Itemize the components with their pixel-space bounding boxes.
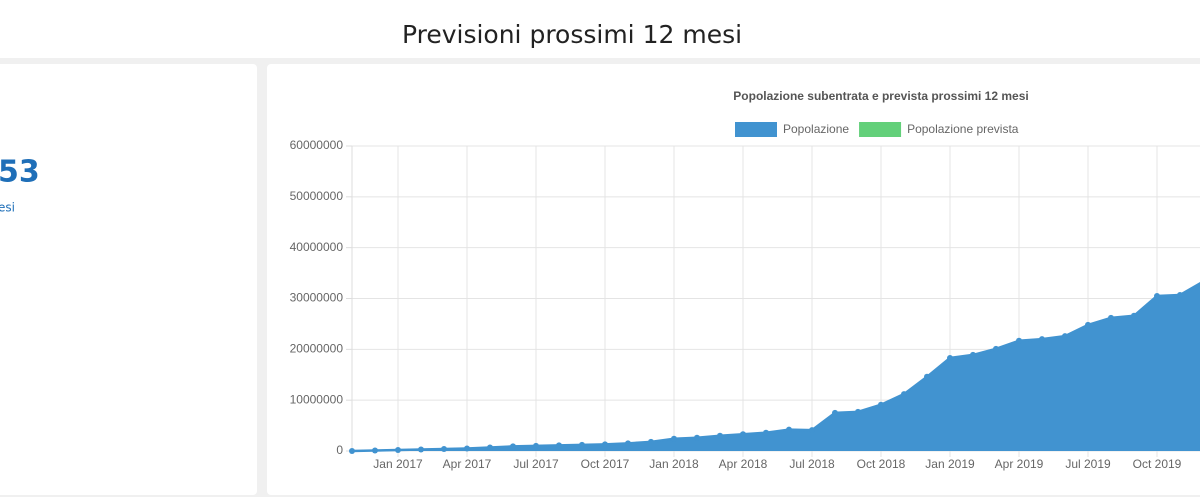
x-tick-label: Apr 2018 (719, 457, 768, 471)
summary-card (0, 64, 257, 495)
data-point (625, 440, 631, 447)
x-tick-label: Apr 2017 (443, 457, 492, 471)
x-tick-label: Oct 2019 (1133, 457, 1182, 471)
data-point (717, 432, 723, 439)
card-caption: esi (0, 201, 15, 215)
legend-swatch (859, 122, 902, 137)
x-tick-label: Jan 2018 (649, 457, 699, 471)
data-point (1062, 333, 1068, 340)
data-point (993, 345, 999, 352)
data-point (947, 354, 953, 361)
x-tick-label: Jul 2018 (789, 457, 835, 471)
y-tick-label: 40000000 (290, 240, 344, 254)
data-point (878, 401, 884, 408)
data-point (579, 441, 585, 448)
header-title: Previsioni prossimi 12 mesi (402, 20, 742, 49)
data-point (763, 429, 769, 436)
data-point (418, 446, 424, 453)
data-point (1108, 314, 1114, 321)
x-tick-label: Jul 2017 (513, 457, 559, 471)
data-point (510, 443, 516, 450)
y-tick-label: 50000000 (290, 189, 344, 203)
series-line (351, 282, 1200, 453)
data-point (648, 438, 654, 445)
chart-title: Popolazione subentrata e prevista prossi… (733, 89, 1028, 103)
data-point (1016, 337, 1022, 344)
data-point (809, 427, 815, 434)
data-point (832, 409, 838, 416)
data-point (1177, 291, 1183, 298)
data-point (855, 408, 861, 415)
x-tick-label: Oct 2018 (857, 457, 906, 471)
data-point (901, 391, 907, 398)
data-point (1085, 321, 1091, 328)
y-tick-label: 0 (336, 443, 343, 457)
y-tick-label: 30000000 (290, 291, 344, 305)
data-point (349, 448, 355, 454)
data-point (464, 445, 470, 452)
header-bar (0, 0, 1200, 58)
x-tick-label: Jan 2017 (373, 457, 423, 471)
data-point (1039, 336, 1045, 343)
x-tick-label: Jul 2019 (1065, 457, 1111, 471)
data-point (970, 351, 976, 358)
data-point (740, 431, 746, 438)
y-tick-label: 60000000 (290, 138, 344, 152)
data-point (372, 447, 378, 454)
data-point (1154, 292, 1160, 299)
data-point (786, 426, 792, 433)
legend-swatch (735, 122, 777, 137)
card-value: 53 (0, 155, 40, 190)
y-tick-label: 10000000 (290, 392, 344, 406)
data-point (924, 373, 930, 380)
x-tick-label: Oct 2017 (581, 457, 630, 471)
data-point (395, 446, 401, 453)
data-point (671, 435, 677, 442)
data-point (1131, 312, 1137, 319)
data-point (602, 441, 608, 448)
data-point (694, 434, 700, 441)
x-tick-label: Jan 2019 (925, 457, 975, 471)
y-tick-label: 20000000 (290, 342, 344, 356)
data-point (556, 442, 562, 449)
data-point (441, 445, 447, 452)
legend-label: Popolazione (783, 122, 849, 136)
data-point (533, 442, 539, 449)
area (352, 283, 1200, 451)
data-point (487, 444, 493, 451)
legend-label: Popolazione prevista (907, 122, 1019, 136)
x-tick-label: Apr 2019 (995, 457, 1044, 471)
